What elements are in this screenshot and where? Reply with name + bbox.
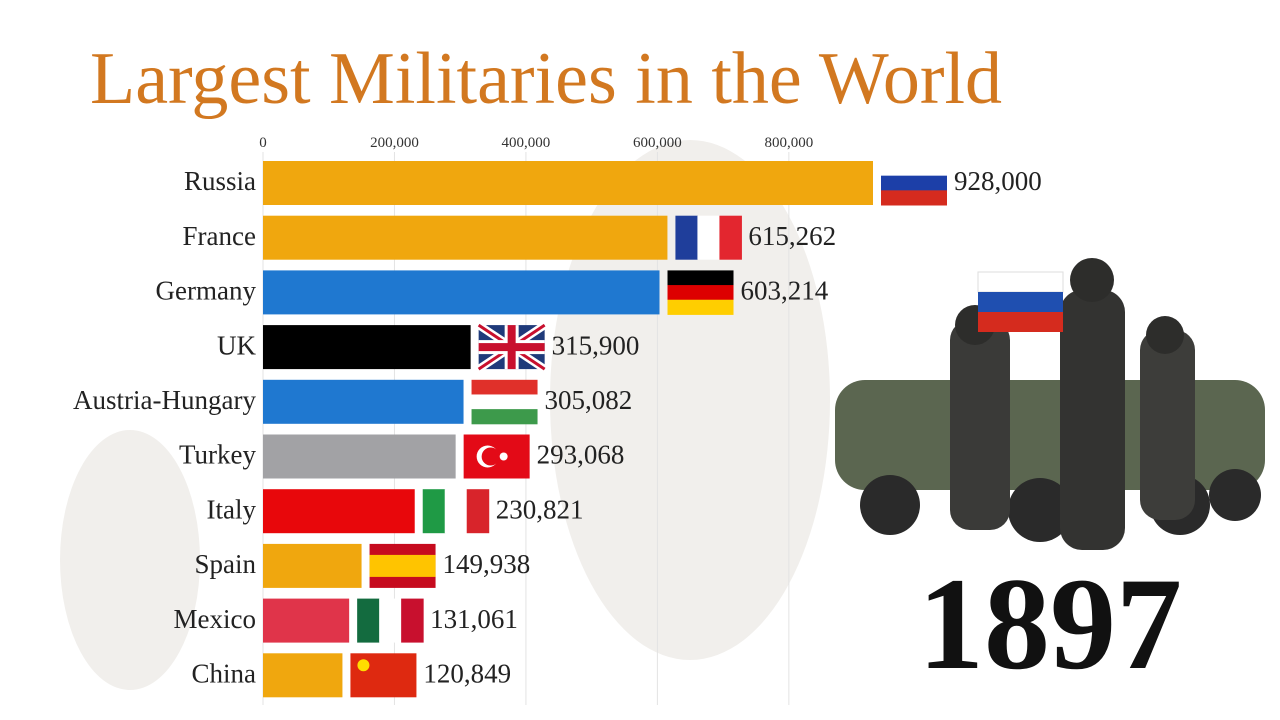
flag-part [881,190,947,206]
flag-part [350,653,417,698]
flag-part [357,598,380,643]
year-label: 1897 [918,550,1182,697]
bar [263,543,362,588]
bar [263,598,350,643]
flag-part [369,554,436,577]
bar [263,379,464,424]
flag-part [667,270,734,286]
category-label: Italy [207,494,257,524]
flag-part [481,447,500,466]
value-label: 131,061 [430,604,518,634]
x-tick-label: 200,000 [370,135,419,151]
flag [667,270,734,315]
flag-part [357,659,370,672]
value-label: 305,082 [545,385,633,415]
flag-part [444,489,468,534]
flag-part [881,175,947,191]
category-label: UK [217,330,256,360]
bar [263,653,343,698]
x-tick-label: 400,000 [502,135,551,151]
flag-part [471,379,538,395]
flag-part [471,409,538,425]
x-tick-label: 0 [259,135,267,151]
flag-part [719,215,742,260]
flag [463,434,530,479]
x-tick-label: 600,000 [633,135,682,151]
value-label: 293,068 [537,440,625,470]
value-label: 230,821 [496,494,584,524]
bar [263,434,456,479]
bar [263,270,660,315]
flag-part [881,161,947,177]
flag-part [667,299,734,315]
value-label: 615,262 [748,221,836,251]
flag-part [471,394,538,410]
soldiers-illustration [835,258,1265,550]
value-label: 928,000 [954,166,1042,196]
flag-part [401,598,424,643]
background-soldiers [60,140,830,690]
category-label: China [192,659,257,689]
category-label: Austria-Hungary [73,385,256,415]
flag [675,215,742,260]
value-label: 603,214 [741,276,829,306]
bar [263,215,668,260]
category-label: Germany [156,276,257,306]
flag [476,321,547,373]
flag-part [466,489,490,534]
flag-part [667,285,734,301]
chart-title: Largest Militaries in the World [90,38,1002,120]
bar [263,161,873,205]
flag [422,489,490,534]
category-label: Russia [184,166,256,196]
category-label: Turkey [179,440,257,470]
flag-part [499,452,508,461]
flag-part [379,598,402,643]
flag-part [697,215,720,260]
category-label: France [183,221,256,251]
value-label: 120,849 [423,659,511,689]
category-label: Mexico [174,604,256,634]
flag [350,653,417,698]
flag [471,379,538,425]
bar [263,325,471,370]
flag-part [507,325,516,370]
value-label: 315,900 [552,330,640,360]
value-label: 149,938 [443,549,531,579]
flag [881,161,947,206]
flag [369,543,436,588]
flag-part [675,215,698,260]
flag-part [422,489,446,534]
x-tick-label: 800,000 [764,135,813,151]
bar [263,489,415,534]
flag [357,598,424,643]
category-label: Spain [194,549,256,579]
